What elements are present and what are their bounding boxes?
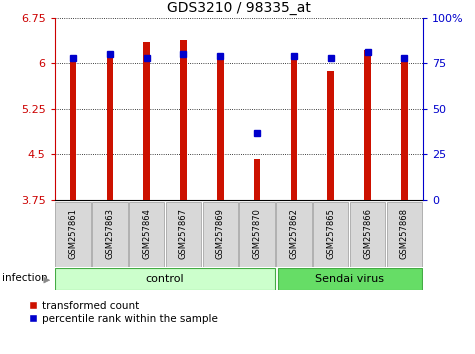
Bar [239,202,275,267]
Title: GDS3210 / 98335_at: GDS3210 / 98335_at [167,1,311,15]
Bar [129,202,164,267]
Text: GSM257869: GSM257869 [216,208,225,259]
Bar [180,40,187,200]
Text: infection: infection [2,273,48,283]
Bar [254,159,260,200]
Text: GSM257863: GSM257863 [105,208,114,259]
Text: GSM257870: GSM257870 [253,208,262,259]
Bar [364,50,371,200]
Bar [313,202,348,267]
Text: GSM257865: GSM257865 [326,208,335,259]
Bar [143,42,150,200]
Bar [106,52,113,200]
Bar [401,57,408,200]
Bar [387,202,422,267]
Bar [56,268,275,290]
Text: Sendai virus: Sendai virus [314,274,384,284]
Bar [70,56,76,200]
Text: GSM257864: GSM257864 [142,208,151,259]
Bar [92,202,127,267]
Bar [350,202,385,267]
Bar [276,202,312,267]
Bar [291,56,297,200]
Legend: transformed count, percentile rank within the sample: transformed count, percentile rank withi… [29,301,218,324]
Bar [217,56,224,200]
Text: GSM257867: GSM257867 [179,208,188,259]
Bar [203,202,238,267]
Text: GSM257861: GSM257861 [68,208,77,259]
Text: GSM257868: GSM257868 [400,208,409,259]
Bar [278,268,422,290]
Text: GSM257862: GSM257862 [289,208,298,259]
Bar [56,202,91,267]
Text: GSM257866: GSM257866 [363,208,372,259]
Text: control: control [146,274,184,284]
Bar [166,202,201,267]
Bar [327,70,334,200]
